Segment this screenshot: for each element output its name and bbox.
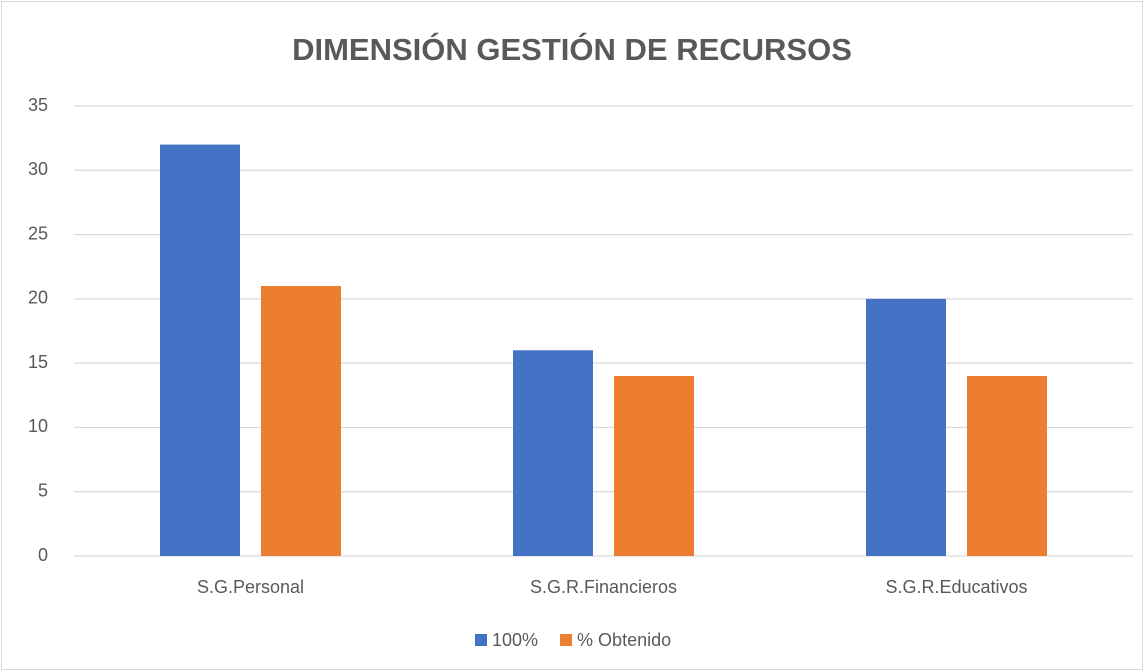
- y-tick-label: 30: [28, 159, 48, 179]
- bar: [967, 376, 1047, 556]
- y-tick-label: 25: [28, 223, 48, 243]
- bar: [261, 286, 341, 556]
- x-tick-label: S.G.R.Educativos: [885, 577, 1027, 597]
- y-tick-label: 0: [38, 545, 48, 565]
- y-tick-label: 35: [28, 95, 48, 115]
- bar: [160, 144, 240, 557]
- y-tick-label: 10: [28, 416, 48, 436]
- y-tick-label: 20: [28, 288, 48, 308]
- chart-title: DIMENSIÓN GESTIÓN DE RECURSOS: [292, 31, 852, 67]
- x-tick-label: S.G.Personal: [197, 577, 304, 597]
- y-tick-label: 5: [38, 480, 48, 500]
- legend-swatch: [560, 634, 573, 646]
- bar: [513, 350, 593, 556]
- legend-label: % Obtenido: [577, 630, 671, 650]
- legend-label: 100%: [492, 630, 538, 650]
- y-tick-label: 15: [28, 352, 48, 372]
- legend-swatch: [475, 634, 487, 646]
- bar: [866, 298, 946, 556]
- bar: [614, 376, 694, 556]
- x-tick-label: S.G.R.Financieros: [530, 577, 677, 597]
